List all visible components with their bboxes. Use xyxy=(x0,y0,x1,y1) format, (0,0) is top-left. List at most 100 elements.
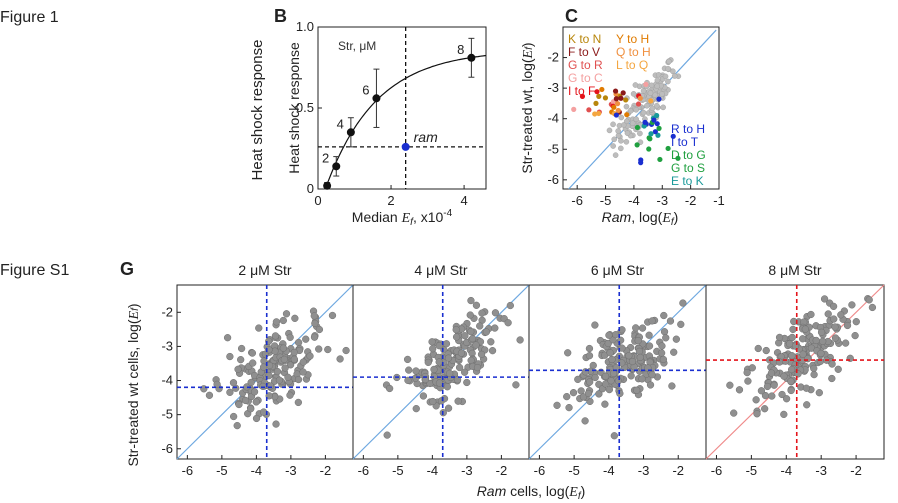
panel-g-point xyxy=(605,331,613,339)
panel-g-point xyxy=(798,335,807,343)
panel-b-ytick-label: 0 xyxy=(307,181,314,196)
panel-c-legend-entry: G to R xyxy=(568,58,603,72)
panel-g-xtick-label: -6 xyxy=(711,463,723,478)
panel-g-point xyxy=(429,397,437,406)
panel-g-point xyxy=(454,397,462,405)
panel-c-point-grey xyxy=(649,105,656,112)
panel-g-point xyxy=(648,371,656,379)
panel-g-point xyxy=(473,363,482,372)
panel-g-point xyxy=(306,352,314,360)
panel-c-point-cool xyxy=(657,156,663,163)
panel-g-xtick-label: -3 xyxy=(815,463,827,478)
panel-c-xtick-label: -6 xyxy=(571,193,583,208)
panel-c-xtick-label: -3 xyxy=(656,193,668,208)
panel-g-point xyxy=(476,322,484,330)
panel-c-chart: Str-treated wt, log(Ef) Ram, log(Ef) -6-… xyxy=(519,26,725,228)
panel-g-point xyxy=(467,296,475,305)
panel-g-ytick-label: -2 xyxy=(161,304,173,319)
panel-c-legend-entry: G to C xyxy=(568,71,603,85)
panel-b-point xyxy=(323,181,332,190)
panel-g-point xyxy=(504,319,512,327)
panel-g-point xyxy=(607,377,615,385)
panel-g-point xyxy=(467,356,475,365)
panel-g-xtick-label: -6 xyxy=(358,463,370,478)
panel-g-point xyxy=(284,373,292,381)
panel-g-xtick-label: -5 xyxy=(746,463,758,478)
panel-g-point xyxy=(585,344,594,353)
panel-g-title: 2 μM Str xyxy=(238,262,292,278)
panel-g-point xyxy=(780,372,788,380)
panel-g-point xyxy=(787,386,795,395)
panel-c-legend-entry: L to Q xyxy=(616,58,648,72)
panel-g-point xyxy=(435,379,444,387)
panel-g-point xyxy=(591,321,599,329)
panel-g-point xyxy=(817,349,825,358)
panel-g-point xyxy=(625,352,633,360)
panel-g-point xyxy=(627,372,635,380)
panel-g-point xyxy=(672,335,680,343)
panel-g-point xyxy=(787,365,796,374)
panel-g-point xyxy=(467,327,475,336)
panel-c-point-grey xyxy=(610,143,616,149)
panel-g-point xyxy=(645,342,654,350)
panel-g-point xyxy=(435,358,443,366)
panel-b-xtick-label: 2 xyxy=(387,193,394,208)
panel-g-point xyxy=(638,324,647,332)
panel-c-point-warm xyxy=(592,111,598,117)
panel-g-point xyxy=(770,381,778,389)
panel-g-point xyxy=(635,347,644,356)
panel-c-point-warm xyxy=(613,96,619,102)
panel-c-point-grey xyxy=(644,102,650,109)
panel-c-point-cool xyxy=(646,146,652,152)
panel-c-point-cool xyxy=(634,142,640,148)
panel-b-point-label: 8 xyxy=(457,42,464,57)
panel-g-point xyxy=(581,417,589,425)
panel-g-point xyxy=(775,333,784,342)
panel-c-point-grey xyxy=(659,91,665,97)
panel-g-point xyxy=(247,405,255,413)
panel-c-xlabel: Ram, log(Ef) xyxy=(602,209,679,228)
panel-g-point xyxy=(463,378,471,387)
panel-g-point xyxy=(272,318,281,326)
panel-g-point xyxy=(753,410,761,418)
panel-g-point xyxy=(636,353,644,362)
panel-g-point xyxy=(452,333,461,341)
panel-g-point xyxy=(752,396,760,404)
panel-c-legend-entry: I to F xyxy=(568,84,595,98)
panel-g-title: 8 μM Str xyxy=(768,262,822,278)
panel-g-point xyxy=(512,381,520,389)
panel-g-xtick-label: -4 xyxy=(603,463,615,478)
panel-g-point xyxy=(281,364,289,372)
panel-g-point xyxy=(235,400,243,409)
panel-g-point xyxy=(488,347,497,355)
panel-g-point xyxy=(632,324,640,332)
panel-c-point-warm xyxy=(643,81,649,87)
panel-g-point xyxy=(679,299,687,307)
panel-g-point xyxy=(744,377,752,385)
panel-g-xtick-label: -5 xyxy=(392,463,404,478)
panel-g-point xyxy=(223,334,232,342)
panel-b-xlabel: Median Ef, x10-4 xyxy=(352,208,453,228)
panel-b-ylabel: Heat shock response xyxy=(286,42,302,174)
panel-g-point xyxy=(275,376,284,384)
panel-c-xtick-label: -2 xyxy=(685,193,697,208)
panel-g-point xyxy=(229,379,238,387)
panel-c-point-warm xyxy=(637,95,643,101)
panel-g-ytick-label: -4 xyxy=(161,373,173,388)
panel-c-legend-entry: Y to H xyxy=(616,32,649,46)
panel-g-xlabel: Ram cells, log(Ef) xyxy=(477,483,586,502)
panel-g-point xyxy=(666,317,675,325)
panel-g-point xyxy=(815,389,823,397)
panel-g-point xyxy=(762,346,770,355)
panel-g-point xyxy=(831,334,840,342)
panel-g-ylabel: Str-treated wt cells, log(Ef) xyxy=(125,303,142,466)
panel-c-point-warm xyxy=(599,86,605,93)
panel-g-point xyxy=(648,317,656,325)
panel-c-legend-entry: F to V xyxy=(568,45,600,59)
panel-g-point xyxy=(233,421,241,430)
panel-g-point xyxy=(817,328,826,336)
panel-c-point-warm xyxy=(618,95,624,101)
panel-g-point xyxy=(794,370,802,378)
panel-g-point xyxy=(428,338,436,346)
panel-g-point xyxy=(516,336,524,344)
